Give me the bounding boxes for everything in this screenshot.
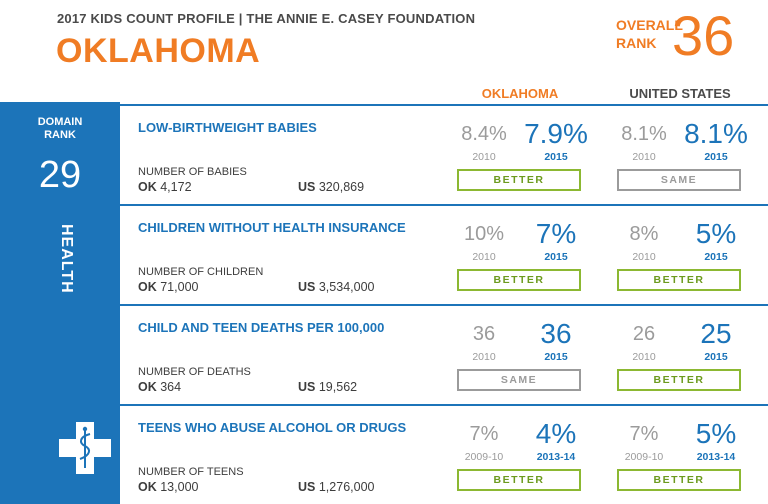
indicator-row-child-teen-deaths: CHILD AND TEEN DEATHS PER 100,000 NUMBER… (120, 304, 768, 404)
us-count-value: 1,276,000 (318, 480, 375, 494)
us-prefix: US (298, 480, 316, 494)
state-old-value: 10% (463, 223, 505, 245)
state-count-value: 13,000 (160, 480, 199, 494)
state-prefix: OK (138, 380, 157, 394)
count-label: NUMBER OF CHILDREN (138, 266, 264, 278)
us-old-year: 2010 (632, 151, 656, 163)
us-old-value: 8.1% (621, 123, 667, 145)
state-count-value: 4,172 (160, 180, 192, 194)
column-header-us: UNITED STATES (629, 86, 731, 101)
us-trend-badge: BETTER (617, 269, 741, 291)
state-trend-badge: BETTER (457, 469, 581, 491)
count-label: NUMBER OF DEATHS (138, 366, 251, 378)
state-trend-badge: BETTER (457, 269, 581, 291)
indicator-row-low-birthweight: LOW-BIRTHWEIGHT BABIES NUMBER OF BABIES … (120, 104, 768, 204)
state-prefix: OK (138, 480, 157, 494)
state-title: OKLAHOMA (56, 32, 261, 70)
medical-cross-icon (59, 422, 111, 474)
us-trend-badge: SAME (617, 169, 741, 191)
us-trend-badge: BETTER (617, 369, 741, 391)
us-old-value: 26 (632, 323, 656, 345)
state-old-value: 8.4% (461, 123, 507, 145)
indicator-title: CHILD AND TEEN DEATHS PER 100,000 (138, 320, 385, 335)
state-trend-badge: SAME (457, 369, 581, 391)
count-label: NUMBER OF BABIES (138, 166, 247, 178)
state-count-value: 364 (160, 380, 182, 394)
state-old-year: 2010 (472, 351, 496, 363)
us-prefix: US (298, 280, 316, 294)
us-old-value: 8% (629, 223, 659, 245)
state-new-year: 2013-14 (536, 451, 576, 463)
us-old-value: 7% (629, 423, 659, 445)
overall-rank-value: 36 (672, 4, 735, 67)
state-count: OK 13,000 (138, 480, 198, 494)
us-new-value: 25 (700, 318, 732, 349)
domain-rank-value: 29 (38, 154, 82, 196)
us-count: US 3,534,000 (298, 280, 374, 294)
state-new-value: 7.9% (524, 118, 588, 149)
us-count: US 320,869 (298, 180, 364, 194)
state-count: OK 71,000 (138, 280, 198, 294)
us-count-value: 320,869 (318, 180, 365, 194)
state-new-year: 2015 (544, 351, 568, 363)
us-count: US 19,562 (298, 380, 357, 394)
state-new-year: 2015 (544, 151, 568, 163)
indicator-row-teen-substance-abuse: TEENS WHO ABUSE ALCOHOL OR DRUGS NUMBER … (120, 404, 768, 504)
state-old-year: 2010 (472, 151, 496, 163)
indicator-row-health-insurance: CHILDREN WITHOUT HEALTH INSURANCE NUMBER… (120, 204, 768, 304)
indicator-title: TEENS WHO ABUSE ALCOHOL OR DRUGS (138, 420, 407, 435)
us-new-year: 2013-14 (696, 451, 736, 463)
us-count-value: 3,534,000 (318, 280, 375, 294)
state-count-value: 71,000 (160, 280, 199, 294)
us-old-year: 2010 (632, 251, 656, 263)
state-new-value: 36 (540, 318, 572, 349)
state-count: OK 364 (138, 380, 181, 394)
overall-label-line-2: RANK (616, 35, 657, 51)
overall-label-line-1: OVERALL (616, 17, 683, 33)
domain-sidebar: DOMAIN RANK 29 HEALTH (0, 102, 120, 504)
us-new-value: 8.1% (684, 118, 748, 149)
indicator-title: LOW-BIRTHWEIGHT BABIES (138, 120, 317, 135)
us-prefix: US (298, 180, 316, 194)
us-old-year: 2010 (632, 351, 656, 363)
us-count: US 1,276,000 (298, 480, 374, 494)
state-old-year: 2010 (472, 251, 496, 263)
domain-label-line-1: DOMAIN (37, 116, 83, 128)
us-new-year: 2015 (704, 351, 728, 363)
state-old-value: 36 (472, 323, 496, 345)
domain-name: HEALTH (58, 224, 75, 294)
us-new-year: 2015 (704, 151, 728, 163)
us-trend-badge: BETTER (617, 469, 741, 491)
state-old-value: 7% (469, 423, 499, 445)
state-old-year: 2009-10 (464, 451, 504, 463)
indicator-title: CHILDREN WITHOUT HEALTH INSURANCE (138, 220, 406, 235)
overall-rank-label: OVERALL RANK (616, 16, 683, 52)
us-count-value: 19,562 (318, 380, 358, 394)
state-new-year: 2015 (544, 251, 568, 263)
state-prefix: OK (138, 180, 157, 194)
us-new-value: 5% (695, 218, 737, 249)
us-new-value: 5% (695, 418, 737, 449)
state-new-value: 4% (535, 418, 577, 449)
domain-rank-label: DOMAIN RANK (0, 116, 120, 142)
state-trend-badge: BETTER (457, 169, 581, 191)
us-prefix: US (298, 380, 316, 394)
state-new-value: 7% (535, 218, 577, 249)
us-old-year: 2009-10 (624, 451, 664, 463)
count-label: NUMBER OF TEENS (138, 466, 244, 478)
profile-subtitle: 2017 KIDS COUNT PROFILE | THE ANNIE E. C… (57, 11, 476, 26)
state-prefix: OK (138, 280, 157, 294)
us-new-year: 2015 (704, 251, 728, 263)
domain-label-line-2: RANK (44, 129, 76, 141)
state-count: OK 4,172 (138, 180, 192, 194)
column-header-state: OKLAHOMA (481, 86, 559, 101)
